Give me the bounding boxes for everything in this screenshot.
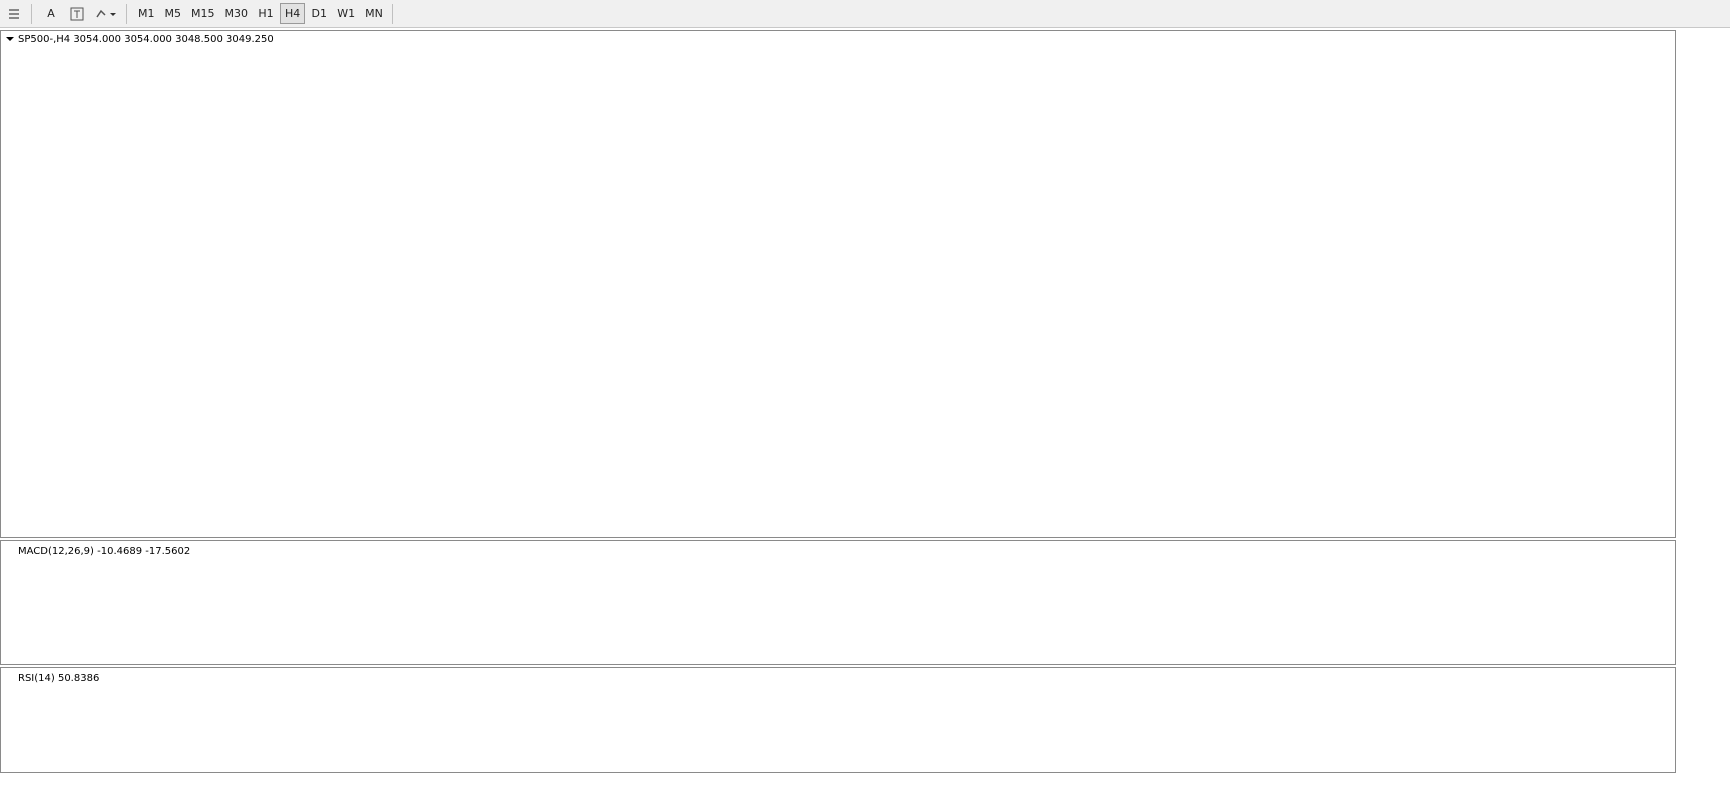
- period-button[interactable]: M15: [191, 7, 215, 20]
- period-buttons: M1 M5 M15 M30 H1 H4 D1 W1 MN: [132, 3, 387, 24]
- period-button[interactable]: H4: [280, 3, 306, 24]
- header-marker: [6, 37, 14, 41]
- main-panel: [0, 30, 1676, 538]
- text-tool[interactable]: A: [47, 7, 55, 20]
- rsi-title: RSI(14) 50.8386: [18, 673, 99, 684]
- period-button[interactable]: MN: [365, 7, 383, 20]
- period-button[interactable]: M30: [224, 7, 249, 20]
- separator: [391, 3, 393, 24]
- separator: [31, 3, 32, 24]
- toolbar: 3246.7253213.8903181.0553147.2253114.390…: [0, 0, 1730, 28]
- menu-icon[interactable]: 3246.7253213.8903181.0553147.2253114.390…: [2, 3, 26, 24]
- label-tool[interactable]: [65, 3, 89, 24]
- period-button[interactable]: M5: [164, 7, 182, 20]
- macd-panel: [0, 540, 1676, 665]
- separator: [126, 3, 127, 24]
- shapes-tool[interactable]: [91, 3, 121, 24]
- period-button[interactable]: M1: [138, 7, 155, 20]
- rsi-panel: [0, 667, 1676, 773]
- macd-title: MACD(12,26,9) -10.4689 -17.5602: [18, 546, 190, 557]
- chart: SP500-,H4 3054.000 3054.000 3048.500 304…: [0, 30, 1676, 773]
- period-button[interactable]: W1: [337, 7, 356, 20]
- chart-header: SP500-,H4 3054.000 3054.000 3048.500 304…: [18, 34, 274, 45]
- period-button[interactable]: D1: [311, 7, 328, 20]
- period-button[interactable]: H1: [258, 7, 274, 20]
